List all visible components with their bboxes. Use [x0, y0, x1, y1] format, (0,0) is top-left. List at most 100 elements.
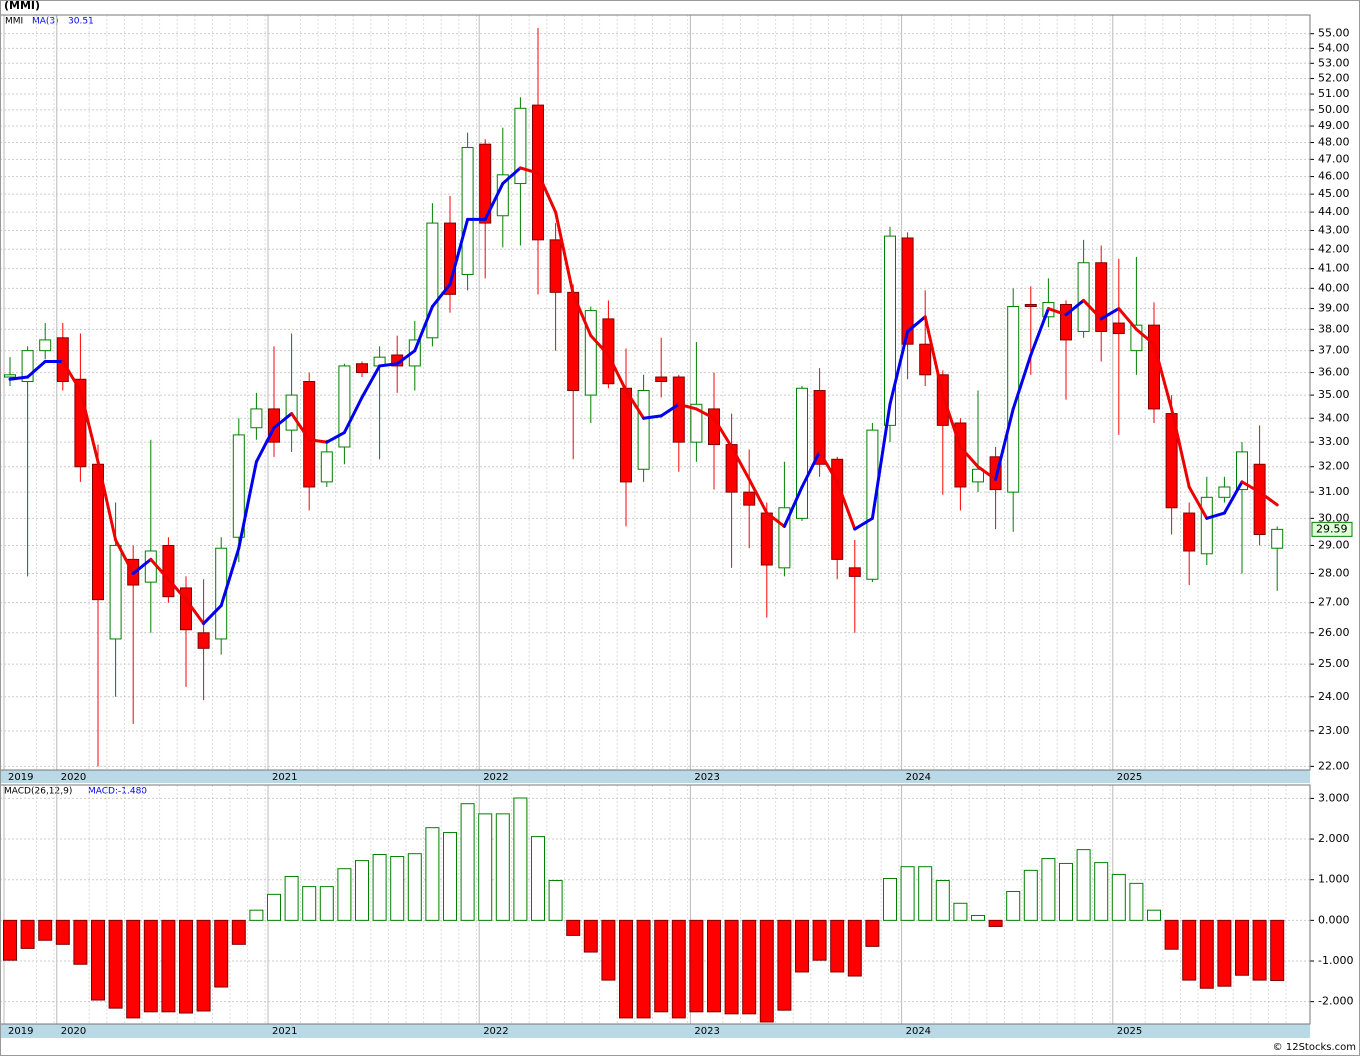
ma-segment: [906, 315, 927, 333]
ma-segment: [131, 557, 153, 576]
y-tick-label: 53.00: [1318, 56, 1350, 69]
macd-bar: [407, 853, 422, 921]
y-tick-label: 38.00: [1318, 322, 1350, 335]
ma-segment: [1011, 353, 1033, 411]
ma-segment: [342, 395, 364, 435]
x-tick-label: 2022: [483, 772, 508, 783]
ma-segment: [1064, 298, 1086, 317]
y-tick-label: 26.00: [1318, 626, 1350, 639]
candle-body: [197, 632, 210, 649]
macd-bar: [953, 902, 968, 921]
y-tick-label: 33.00: [1318, 435, 1350, 448]
chart-title: (MMI): [4, 0, 40, 12]
ma-segment: [96, 460, 118, 542]
macd-bar: [601, 919, 616, 981]
y-tick-label: 40.00: [1318, 281, 1350, 294]
macd-bar: [513, 797, 528, 921]
y-tick-label: 27.00: [1318, 596, 1350, 609]
ma-segment: [149, 557, 170, 581]
macd-bar: [689, 919, 704, 1013]
y-tick-label: 50.00: [1318, 103, 1350, 116]
macd-bar: [20, 919, 35, 949]
macd-bar: [3, 919, 17, 961]
macd-bar: [971, 914, 985, 921]
footer: © 12Stocks.com: [1273, 1042, 1356, 1053]
x-tick-label: 2024: [906, 772, 931, 783]
macd-bar: [1059, 862, 1073, 921]
y-tick-label: 49.00: [1318, 119, 1350, 132]
candle-body: [268, 408, 280, 443]
macd-bar: [988, 919, 1003, 927]
macd-bar: [38, 919, 53, 941]
ma-segment: [606, 353, 628, 393]
ma-segment: [888, 329, 910, 406]
candle-body: [479, 143, 492, 224]
x-tick-label: 2025: [1117, 772, 1142, 783]
x-tick-label: 2023: [694, 772, 719, 783]
candle-body: [215, 547, 228, 640]
candle-body: [690, 403, 703, 443]
candle-body: [74, 378, 87, 468]
candle-body: [655, 376, 668, 383]
ma-segment: [1082, 298, 1103, 321]
macd-bar: [1270, 919, 1285, 982]
ma-segment: [747, 477, 769, 515]
ma-segment: [219, 546, 241, 608]
ma-segment: [677, 402, 698, 411]
ma-segment: [800, 450, 822, 489]
ma-segment: [237, 460, 258, 550]
macd-bar: [1164, 919, 1179, 950]
price-tag-label: 29.59: [1316, 522, 1348, 535]
date-strip: [0, 770, 1310, 783]
ma-segment: [272, 412, 294, 430]
candle-body: [461, 147, 474, 275]
ma-segment: [853, 516, 874, 531]
macd-bar: [161, 919, 176, 1013]
macd-bar: [583, 919, 598, 953]
candle-body: [760, 512, 773, 566]
ma-segment: [1258, 490, 1279, 507]
candle-body: [549, 239, 562, 293]
macd-bar: [179, 919, 193, 1014]
y-tick-label: 55.00: [1318, 27, 1350, 40]
macd-bar: [231, 919, 246, 945]
y-tick-label: -2.000: [1318, 995, 1353, 1008]
ma-segment: [976, 465, 998, 481]
y-tick-label: 35.00: [1318, 388, 1350, 401]
macd-bar: [1111, 873, 1126, 921]
ma-segment: [941, 393, 962, 449]
candle-body: [919, 343, 932, 376]
macd-bar: [196, 919, 211, 1012]
ma-segment: [395, 349, 417, 366]
candle-body: [1236, 451, 1248, 491]
x-tick-label: 2019: [8, 1026, 33, 1037]
y-tick-label: 0.000: [1318, 913, 1350, 926]
ma-segment: [61, 360, 82, 393]
y-tick-label: 28.00: [1318, 567, 1350, 580]
legend-entry: MMI: [5, 17, 23, 27]
candle-body: [1112, 322, 1125, 335]
legend-value: 30.51: [68, 17, 94, 27]
macd-legend: MACD:-1.480: [88, 787, 147, 797]
ma-segment: [1222, 480, 1244, 515]
ma-segment: [378, 362, 399, 368]
macd-bar: [443, 832, 457, 921]
ma-segment: [518, 166, 540, 175]
macd-bar: [847, 919, 862, 977]
candle-body: [1148, 324, 1160, 410]
candle-body: [1218, 486, 1231, 498]
macd-bar: [1182, 919, 1197, 981]
x-tick-label: 2024: [906, 1026, 931, 1037]
price-tag: [1311, 521, 1353, 537]
ma-segment: [958, 445, 980, 469]
ma-segment: [1152, 342, 1174, 411]
y-tick-label: 25.00: [1318, 657, 1350, 670]
x-tick-label: 2019: [8, 772, 33, 783]
candle-body: [584, 310, 597, 396]
candle-body: [778, 507, 791, 569]
ma-segment: [26, 360, 47, 379]
ma-segment: [290, 412, 311, 442]
y-tick-label: 44.00: [1318, 205, 1350, 218]
macd-bar: [495, 813, 510, 921]
candle-body: [1095, 262, 1108, 332]
